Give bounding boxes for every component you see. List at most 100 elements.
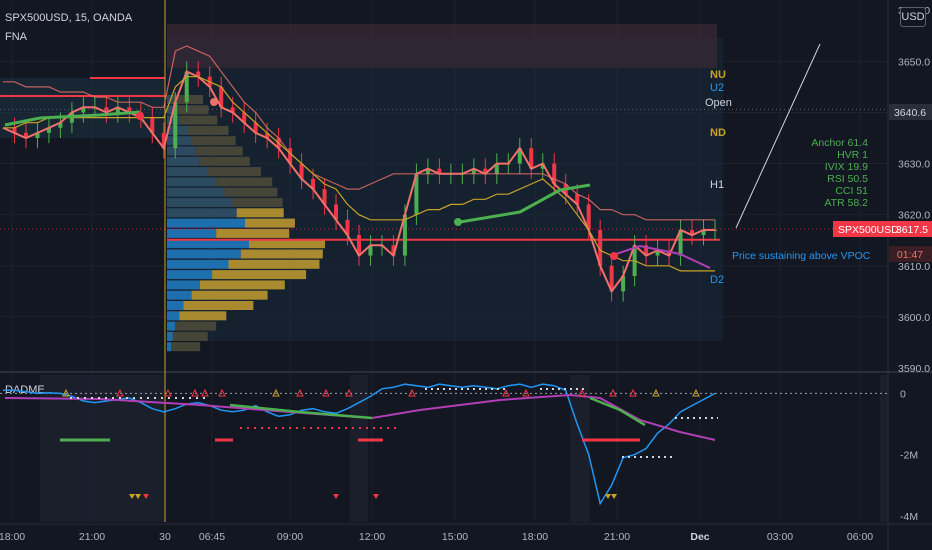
oscillator-marker-up <box>502 388 510 397</box>
volume-profile-bar <box>167 187 225 197</box>
time-tick: 09:00 <box>277 531 303 543</box>
volume-profile-bar <box>240 249 323 259</box>
volume-profile-bar <box>167 249 241 259</box>
candle-body <box>58 122 63 128</box>
volume-profile-bar <box>172 331 208 341</box>
volume-profile-bar <box>179 115 218 125</box>
level-label-nu: NU <box>710 69 726 81</box>
candle-body <box>219 86 224 108</box>
candle-body <box>425 168 430 174</box>
stat-3: RSI 50.5 <box>827 173 868 185</box>
signal-dot <box>210 98 218 106</box>
candle-body <box>184 71 189 103</box>
oscillator-marker-down <box>373 494 379 499</box>
time-tick: Dec <box>690 531 709 543</box>
price-tick: 3610.0 <box>898 261 930 273</box>
candle-body <box>46 127 51 133</box>
candle-body <box>242 112 247 123</box>
stat-5: ATR 58.2 <box>824 197 868 209</box>
oscillator-tick: -4M <box>900 511 918 523</box>
volume-profile-bar <box>167 290 192 300</box>
candle-body <box>357 235 361 256</box>
time-tick: 21:00 <box>79 531 105 543</box>
time-tick: 06:00 <box>847 531 873 543</box>
candle-body <box>494 163 499 174</box>
volume-profile-bar <box>175 321 217 331</box>
oscillator-marker-up <box>116 388 124 397</box>
volume-profile-bar <box>167 311 180 321</box>
stat-1: HVR 1 <box>837 149 868 161</box>
session-band <box>40 375 165 522</box>
volume-profile-bar <box>199 156 250 166</box>
candle-body <box>621 276 626 292</box>
candle-body <box>230 107 235 113</box>
currency-button[interactable]: USD <box>900 7 926 27</box>
time-tick: 12:00 <box>359 531 385 543</box>
oscillator-signal-green <box>229 403 373 420</box>
signal-dot <box>610 252 618 260</box>
volume-profile-bar <box>167 270 213 280</box>
volume-profile-bar <box>212 270 307 280</box>
volume-profile-bar <box>173 105 209 115</box>
volume-profile-bar <box>167 218 245 228</box>
candle-body <box>437 168 442 174</box>
session-band <box>570 375 590 522</box>
oscillator-marker-up <box>578 388 586 397</box>
oscillator-marker-up <box>408 388 416 397</box>
volume-profile-bar <box>167 342 172 352</box>
oscillator-marker-up <box>629 388 637 397</box>
oscillator-marker-up <box>164 388 172 397</box>
level-label-nd: ND <box>710 127 726 139</box>
level-label-open: Open <box>705 97 732 109</box>
volume-profile-bar <box>179 311 227 321</box>
oscillator-marker-up <box>609 388 617 397</box>
oscillator-line <box>3 383 716 506</box>
candle-body <box>334 204 339 220</box>
session-band <box>350 375 368 522</box>
annotation-text: Price sustaining above VPOC <box>732 250 871 262</box>
candle-body <box>173 102 178 149</box>
candle-body <box>104 107 109 113</box>
volume-profile-bar <box>216 177 273 187</box>
time-tick: 18:00 <box>0 531 25 543</box>
candle-body <box>540 163 545 169</box>
session-band <box>880 375 888 522</box>
oscillator-marker-up <box>191 388 199 397</box>
candle-body <box>667 250 672 256</box>
prior-trend-line <box>4 110 141 127</box>
magenta-trend-line <box>609 244 711 269</box>
volume-profile-bar <box>167 146 196 156</box>
time-tick: 18:00 <box>522 531 548 543</box>
candle-body <box>368 245 373 256</box>
volume-profile-bar <box>171 342 201 352</box>
candle-body <box>517 148 522 164</box>
price-tick: 3600.0 <box>898 312 930 324</box>
time-tick: 21:00 <box>604 531 630 543</box>
volume-profile-bar <box>167 95 172 104</box>
candle-body <box>598 230 603 266</box>
indicator-name: FNA <box>5 31 27 43</box>
time-tick: 30 <box>159 531 171 543</box>
candle-body <box>690 230 695 236</box>
oscillator-marker-down <box>605 494 611 499</box>
candle-body <box>81 107 86 113</box>
volume-profile-bar <box>199 280 285 290</box>
oscillator-marker-down <box>129 494 135 499</box>
current-price-tag: 3617.5 <box>896 224 928 236</box>
open-price-tag-bg <box>889 104 932 120</box>
oscillator-signal-green-2 <box>589 396 646 427</box>
candle-body <box>115 107 120 113</box>
oscillator-tick: 0 <box>900 388 906 400</box>
time-tick: 06:45 <box>199 531 225 543</box>
candle-body <box>12 127 17 133</box>
volume-profile-bar <box>167 156 200 166</box>
candle-body <box>127 107 132 113</box>
stat-4: CCI 51 <box>835 185 868 197</box>
candle-body <box>529 148 534 169</box>
volume-profile-bar <box>167 115 180 125</box>
oscillator-marker-up <box>345 388 353 397</box>
volume-profile-bar <box>167 198 233 207</box>
level-label-h1: H1 <box>710 179 724 191</box>
volume-profile-bar <box>167 208 237 218</box>
